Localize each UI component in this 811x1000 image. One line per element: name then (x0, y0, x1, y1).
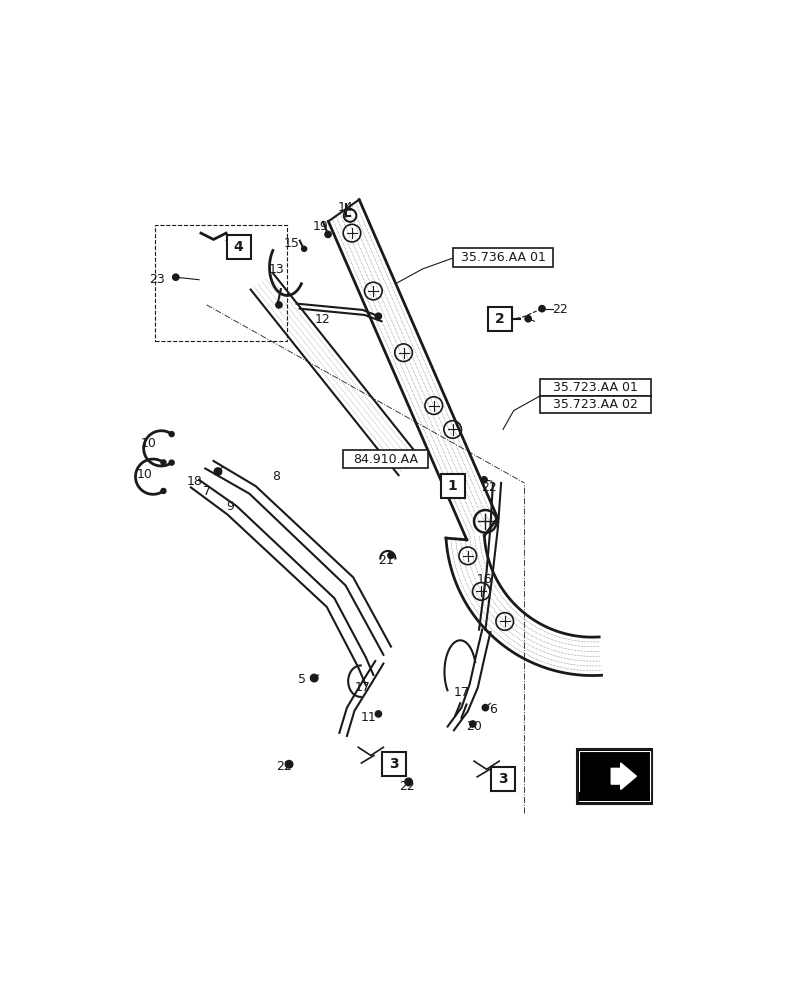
Text: 20: 20 (466, 720, 482, 733)
Circle shape (169, 460, 174, 465)
Text: 84.910.AA: 84.910.AA (353, 453, 418, 466)
Text: 19: 19 (312, 220, 328, 233)
Text: 5: 5 (298, 673, 305, 686)
Circle shape (214, 468, 221, 475)
Circle shape (375, 313, 381, 319)
Circle shape (161, 460, 165, 465)
Text: 17: 17 (453, 686, 469, 699)
Circle shape (480, 477, 487, 483)
Circle shape (375, 711, 381, 717)
Text: 23: 23 (149, 273, 165, 286)
Circle shape (173, 274, 178, 280)
Bar (155, 225, 287, 341)
Bar (440, 474, 464, 498)
Text: 10: 10 (136, 468, 152, 481)
Text: 12: 12 (315, 313, 330, 326)
Bar (540, 379, 650, 396)
Text: 3: 3 (388, 757, 398, 771)
Circle shape (276, 302, 281, 308)
Text: 35.723.AA 02: 35.723.AA 02 (552, 398, 637, 411)
Text: 35.723.AA 01: 35.723.AA 01 (552, 381, 637, 394)
Bar (343, 450, 428, 468)
Circle shape (310, 674, 318, 682)
Text: 22: 22 (551, 303, 567, 316)
Text: 22: 22 (276, 760, 291, 773)
Text: 11: 11 (361, 711, 376, 724)
Text: 7: 7 (203, 485, 211, 498)
Circle shape (482, 704, 488, 711)
Circle shape (285, 760, 293, 768)
Circle shape (324, 231, 331, 238)
Text: 14: 14 (337, 201, 353, 214)
Bar (452, 248, 552, 267)
FancyArrow shape (611, 763, 636, 789)
Text: 18: 18 (187, 475, 202, 488)
Circle shape (169, 432, 174, 437)
Circle shape (388, 552, 393, 558)
Text: 13: 13 (268, 263, 284, 276)
Text: 16: 16 (476, 573, 491, 586)
Circle shape (301, 246, 307, 251)
Text: 3: 3 (498, 772, 507, 786)
Text: 2: 2 (495, 312, 504, 326)
Bar (578, 792, 649, 801)
Circle shape (539, 306, 544, 312)
Text: 22: 22 (398, 780, 414, 793)
Text: 4: 4 (234, 240, 243, 254)
Text: 6: 6 (488, 703, 496, 716)
Text: 17: 17 (354, 681, 370, 694)
Circle shape (161, 488, 165, 493)
Text: 8: 8 (272, 470, 280, 483)
Circle shape (469, 721, 475, 727)
Bar (487, 307, 511, 331)
Bar (540, 396, 650, 413)
Bar (578, 751, 649, 801)
Circle shape (525, 316, 530, 322)
Bar (382, 752, 406, 776)
Text: 22: 22 (480, 481, 496, 494)
Text: 10: 10 (140, 437, 157, 450)
Circle shape (457, 475, 464, 482)
Circle shape (405, 778, 412, 786)
Bar (576, 749, 651, 804)
Text: 9: 9 (226, 500, 234, 513)
Text: 1: 1 (447, 479, 457, 493)
Text: 21: 21 (378, 554, 393, 567)
Text: 15: 15 (283, 237, 299, 250)
Text: 35.736.AA 01: 35.736.AA 01 (460, 251, 545, 264)
Bar (491, 767, 514, 791)
Bar (226, 235, 251, 259)
